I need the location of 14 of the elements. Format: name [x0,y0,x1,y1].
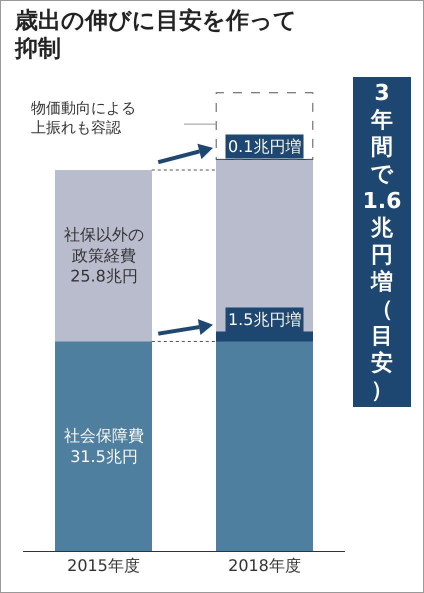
bar [55,170,152,342]
chart-title: 歳出の伸びに目安を作って抑制 [15,7,298,63]
text: 物価動向による上振れも容認 [31,99,136,136]
text: 3年間で1.6兆円増（目安） [362,81,402,403]
series-label: 社会保障費 [64,426,144,445]
data-label: 1.5兆円増 [228,310,302,329]
data-label: 0.1兆円増 [228,137,302,156]
x-tick-label: 2018年度 [228,556,301,576]
data-label: 31.5兆円 [70,446,138,466]
x-tick-label: 2015年度 [67,556,140,576]
series-label: 社保以外の政策経費 [64,225,144,265]
bar [216,342,313,551]
data-label: 25.8兆円 [70,266,138,286]
bar [55,342,152,551]
